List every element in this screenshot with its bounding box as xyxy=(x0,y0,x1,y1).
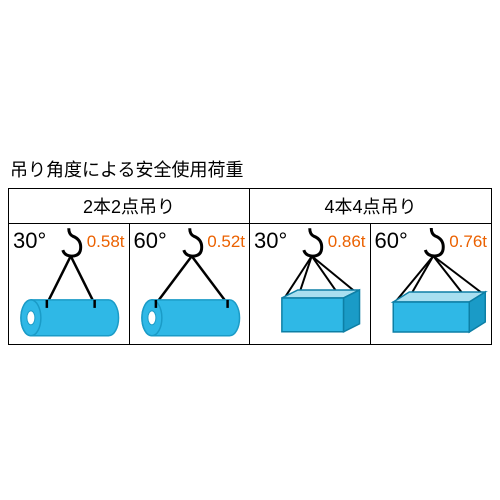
title: 吊り角度による安全使用荷重 xyxy=(8,156,492,182)
rig-diagram-icon xyxy=(130,224,250,344)
header-2pt: 2本2点吊り xyxy=(9,189,250,224)
cell-2: 30° 0.86t xyxy=(250,224,371,344)
cell-0: 30° 0.58t xyxy=(9,224,130,344)
rig-diagram-icon xyxy=(371,224,492,344)
cell-1: 60° 0.52t xyxy=(130,224,251,344)
header-4pt: 4本4点吊り xyxy=(250,189,491,224)
cell-3: 60° 0.76t xyxy=(371,224,492,344)
load-table: 2本2点吊り 4本4点吊り 30° 0.58t 60° 0.52t xyxy=(8,188,492,345)
rig-diagram-icon xyxy=(250,224,370,344)
rig-diagram-icon xyxy=(9,224,129,344)
